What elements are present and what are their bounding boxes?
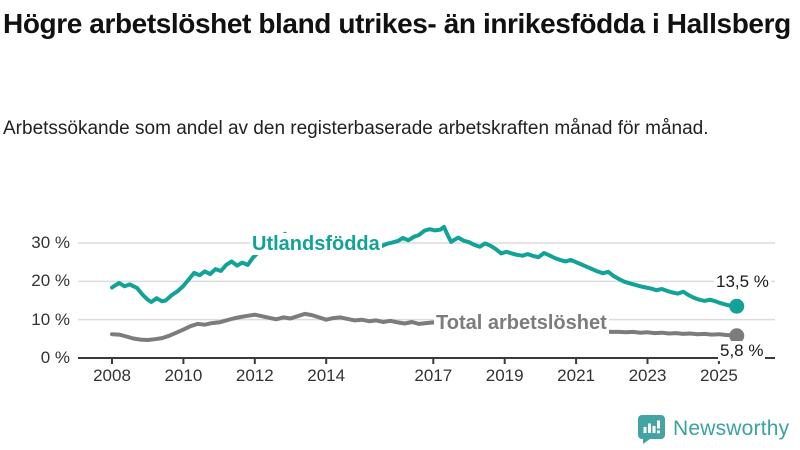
x-tick-label: 2008 [93, 366, 131, 385]
x-tick-label: 2021 [557, 366, 595, 385]
y-tick-label: 30 % [31, 233, 70, 252]
y-tick-label: 20 % [31, 271, 70, 291]
y-tick-label: 10 % [31, 309, 70, 329]
x-tick-label: 2023 [628, 366, 667, 385]
series-line [110, 311, 739, 342]
page-title: Högre arbetslöshet bland utrikes- än inr… [3, 8, 791, 39]
newsworthy-logo-text: Newsworthy [673, 417, 790, 440]
y-tick-label: 0 % [40, 348, 70, 367]
x-tick-label: 2019 [485, 366, 524, 385]
newsworthy-logo-icon [638, 415, 665, 444]
x-tick-label: 2025 [699, 366, 738, 385]
series-label-utlandsfodda: Utlandsfödda [250, 233, 382, 255]
series-end-dot [729, 298, 745, 314]
line-chart [78, 224, 775, 364]
x-tick-label: 2010 [164, 366, 203, 385]
chart-subtitle: Arbetssökande som andel av den registerb… [3, 118, 709, 139]
series-label-total-arbetsloshet: Total arbetslöshet [434, 312, 609, 334]
x-tick-label: 2012 [235, 366, 274, 385]
x-tick-label: 2017 [414, 366, 453, 385]
newsworthy-logo: Newsworthy [638, 414, 789, 444]
x-tick-label: 2014 [307, 366, 346, 385]
end-value-label-total: 5,8 % [718, 341, 766, 361]
series-end-dot [729, 328, 745, 344]
series-line [110, 224, 739, 309]
end-value-label-utlandsfodda: 13,5 % [714, 272, 771, 292]
